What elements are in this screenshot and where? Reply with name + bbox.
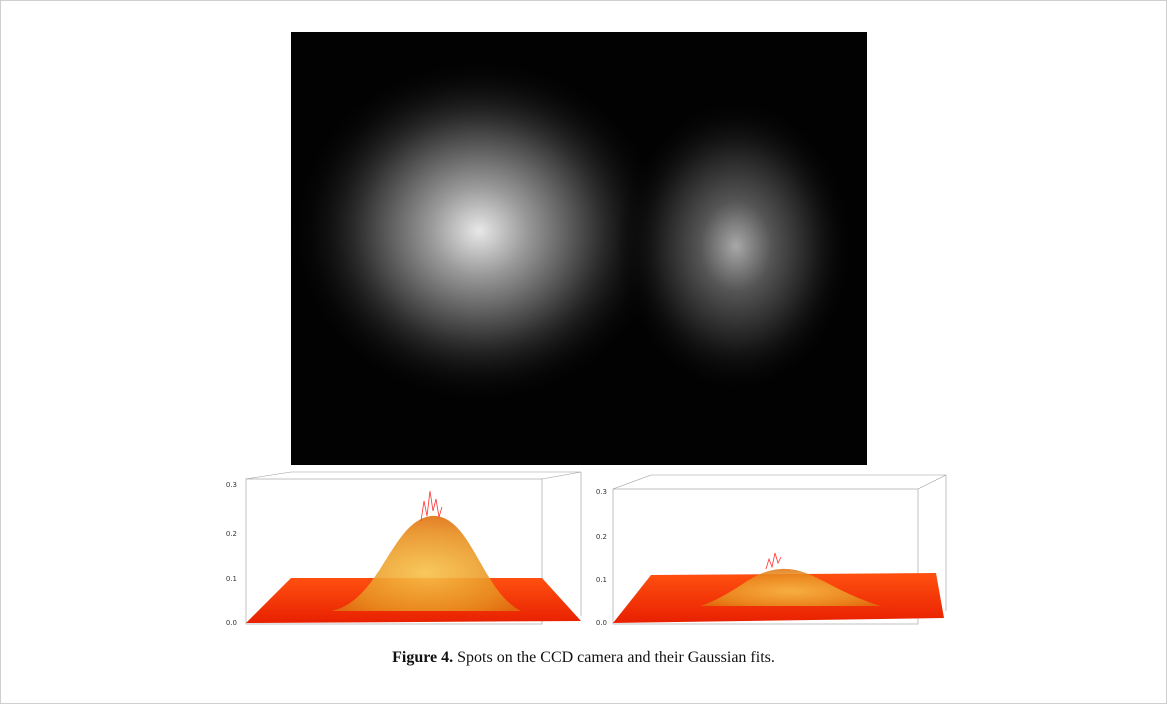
z-tick-label: 0.3 (226, 481, 237, 489)
z-tick-label: 0.1 (596, 576, 607, 584)
caption: Figure 4. Spots on the CCD camera and th… (1, 649, 1166, 667)
caption-label: Figure 4. (392, 649, 454, 666)
z-tick-label: 0.0 (596, 619, 607, 627)
z-tick-label: 0.2 (226, 530, 237, 538)
z-tick-label: 0.0 (226, 619, 237, 627)
z-tick-label: 0.3 (596, 488, 607, 496)
z-tick-label: 0.2 (596, 533, 607, 541)
fit-plot-left (245, 471, 582, 625)
fit-plot-right (612, 474, 947, 625)
figure: 0.3 0.2 0.1 0.0 0.3 0.2 0.1 0.0 (226, 32, 947, 627)
spot-right (616, 96, 856, 396)
spot-left (289, 56, 669, 406)
z-tick-label: 0.1 (226, 575, 237, 583)
caption-text: Spots on the CCD camera and their Gaussi… (457, 649, 775, 666)
